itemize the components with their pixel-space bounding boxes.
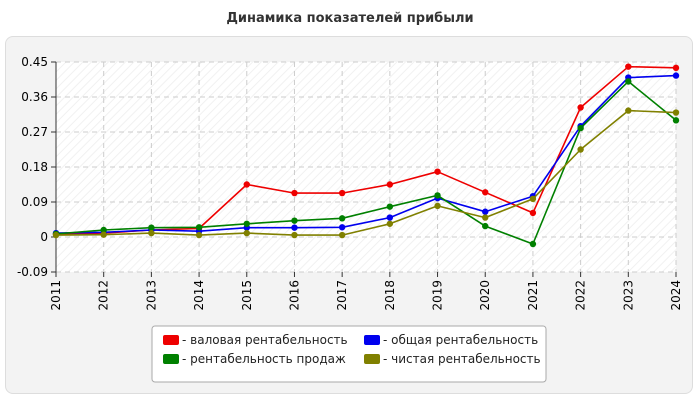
x-tick-label: 2018: [383, 280, 397, 311]
data-point: [243, 181, 250, 188]
data-point: [625, 78, 632, 85]
legend-label: - чистая рентабельность: [383, 352, 541, 366]
legend-label: - валовая рентабельность: [182, 333, 348, 347]
legend-label: - общая рентабельность: [383, 333, 538, 347]
data-point: [338, 189, 346, 197]
data-point: [100, 226, 107, 234]
x-tick-label: 2017: [335, 280, 349, 311]
x-tick-label: 2013: [144, 280, 158, 311]
data-point: [577, 146, 584, 153]
series-line: [55, 80, 677, 245]
data-point: [482, 222, 489, 230]
x-tick-label: 2019: [431, 280, 445, 311]
data-point: [148, 229, 155, 237]
data-point: [434, 168, 441, 175]
x-tick-label: 2016: [287, 280, 301, 311]
legend-swatch: [163, 354, 179, 364]
grid-lines: [55, 61, 677, 273]
data-point: [672, 117, 680, 124]
data-point: [482, 189, 489, 196]
data-point: [577, 104, 584, 111]
series-line: [55, 74, 677, 234]
data-point: [52, 231, 60, 239]
y-tick-label: 0: [40, 230, 48, 244]
data-point: [529, 209, 537, 217]
y-axis-ticks: -0.09 0 0.09 0.18 0.27 0.36 0.45: [17, 55, 56, 279]
data-point: [291, 224, 298, 231]
data-point: [195, 224, 203, 231]
data-point: [243, 220, 250, 227]
y-tick-label: 0.45: [21, 55, 48, 69]
data-point: [672, 64, 680, 72]
legend: - валовая рентабельность - общая рентабел…: [151, 325, 547, 383]
chart-title: Динамика показателей прибыли: [226, 11, 474, 26]
data-point: [672, 109, 680, 116]
data-point: [529, 240, 537, 248]
legend-box: [151, 325, 547, 383]
data-point: [672, 72, 680, 79]
x-tick-label: 2022: [574, 280, 588, 311]
y-tick-label: 0.36: [21, 90, 48, 104]
x-tick-label: 2015: [240, 280, 254, 311]
data-point: [434, 192, 441, 199]
data-point: [148, 224, 155, 231]
data-point: [434, 202, 441, 210]
series-line: [55, 109, 677, 236]
x-axis-ticks: 2011 2012 2013 2014 2015 2016 2017 2018 2019 2020…: [49, 272, 683, 311]
data-point: [386, 214, 394, 221]
x-tick-label: 2024: [669, 280, 683, 311]
data-point: [529, 195, 537, 203]
x-tick-label: 2011: [49, 280, 63, 311]
data-point: [386, 220, 394, 227]
x-tick-label: 2021: [526, 280, 540, 311]
data-point: [338, 231, 346, 239]
data-point: [338, 215, 346, 222]
data-point: [386, 203, 394, 210]
data-point: [291, 217, 298, 224]
y-tick-label: -0.09: [17, 265, 48, 279]
data-point: [195, 231, 203, 239]
legend-swatch: [364, 354, 380, 364]
data-point: [291, 189, 298, 197]
data-point: [625, 107, 632, 114]
x-tick-label: 2012: [97, 280, 111, 311]
data-point: [577, 124, 584, 132]
y-tick-label: 0.18: [21, 160, 48, 174]
data-point: [243, 229, 250, 237]
y-tick-label: 0.09: [21, 195, 48, 209]
x-tick-label: 2014: [192, 280, 206, 311]
legend-swatch: [364, 335, 380, 345]
data-point: [100, 231, 107, 238]
x-tick-label: 2023: [621, 280, 635, 311]
data-point: [482, 214, 489, 221]
series-lines: [52, 63, 680, 248]
legend-label: - рентабельность продаж: [182, 352, 346, 366]
data-point: [625, 63, 632, 70]
data-point: [386, 181, 394, 188]
data-point: [291, 231, 298, 239]
data-point: [482, 208, 489, 215]
x-tick-label: 2020: [478, 280, 492, 311]
data-point: [338, 224, 346, 231]
y-tick-label: 0.27: [21, 125, 48, 139]
legend-swatch: [163, 335, 179, 345]
